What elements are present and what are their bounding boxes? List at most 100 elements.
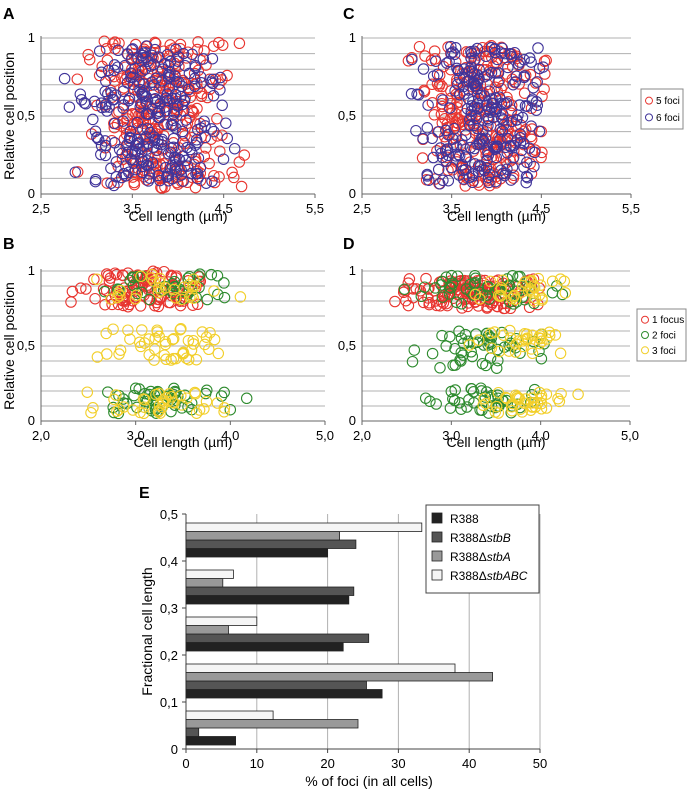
data-point	[546, 275, 559, 288]
data-point	[452, 148, 465, 161]
data-point	[473, 92, 485, 105]
legend-label-italic: stbABC	[487, 569, 528, 583]
y-axis-label: Relative cell position	[1, 52, 17, 180]
data-point	[153, 404, 165, 417]
bar	[185, 633, 370, 643]
data-point	[100, 98, 112, 110]
legend-marker	[645, 96, 653, 105]
data-point	[535, 352, 548, 365]
data-point	[109, 89, 122, 101]
bar	[185, 710, 274, 720]
data-point	[552, 392, 564, 405]
data-point	[483, 103, 495, 115]
y-tick-label: 0	[349, 186, 356, 201]
data-point	[66, 285, 79, 298]
data-point	[126, 271, 139, 283]
data-point	[467, 168, 479, 180]
data-point	[455, 332, 468, 344]
data-point	[159, 338, 172, 351]
legend-label: 5 foci	[656, 96, 680, 107]
data-point	[224, 403, 237, 416]
data-point	[89, 292, 101, 305]
data-point	[443, 55, 455, 68]
data-point	[448, 122, 460, 135]
data-point	[140, 159, 153, 171]
data-point	[91, 351, 104, 363]
data-point	[501, 273, 514, 285]
data-point	[481, 302, 493, 314]
data-point	[465, 61, 477, 73]
x-tick-label: 5,0	[621, 428, 639, 443]
data-point	[512, 335, 525, 347]
x-axis-label: % of foci (in all cells)	[305, 773, 433, 789]
data-point	[532, 42, 544, 54]
data-point	[426, 347, 439, 360]
data-point	[141, 143, 153, 155]
data-point	[199, 131, 211, 144]
data-point	[148, 79, 160, 91]
data-point	[507, 291, 520, 303]
y-tick-label: 0	[28, 413, 35, 428]
data-point	[533, 125, 546, 138]
data-point	[501, 91, 513, 104]
data-point	[121, 146, 134, 159]
data-point	[411, 88, 423, 100]
panel-label: A	[3, 6, 15, 23]
data-point	[212, 347, 225, 360]
data-point	[496, 125, 509, 137]
data-point	[494, 290, 506, 303]
data-point	[467, 293, 479, 306]
x-tick-label: 30	[391, 756, 405, 771]
data-point	[81, 386, 94, 398]
data-point	[463, 339, 476, 351]
data-point	[169, 292, 182, 304]
data-point	[526, 347, 539, 360]
legend-label: 6 foci	[656, 113, 680, 124]
data-point	[198, 45, 210, 57]
data-point	[531, 76, 543, 88]
data-point	[189, 388, 202, 400]
x-tick-label: 0	[182, 756, 189, 771]
data-point	[530, 104, 543, 116]
data-point	[150, 72, 162, 85]
data-point	[482, 69, 494, 81]
data-point	[475, 385, 488, 397]
data-point	[87, 113, 99, 126]
data-point	[459, 328, 472, 341]
data-point	[187, 334, 199, 347]
data-point	[118, 133, 131, 145]
data-point	[122, 94, 135, 107]
data-point	[518, 54, 530, 66]
data-point	[85, 406, 97, 419]
data-point	[467, 386, 480, 398]
data-point	[189, 139, 201, 151]
data-point	[536, 146, 548, 159]
data-point	[136, 65, 149, 77]
data-point	[431, 68, 444, 81]
data-point	[506, 292, 518, 305]
data-point	[191, 136, 203, 149]
data-point	[112, 44, 124, 57]
data-point	[125, 54, 138, 66]
data-point	[99, 85, 111, 98]
data-point	[445, 161, 458, 174]
x-axis-label: Cell length (µm)	[447, 208, 546, 224]
data-point	[218, 277, 230, 289]
data-point	[437, 94, 449, 106]
data-point	[483, 176, 495, 189]
data-point	[91, 273, 103, 285]
data-point	[477, 289, 489, 301]
data-point	[152, 286, 165, 299]
bar	[185, 531, 341, 541]
data-point	[558, 275, 571, 288]
data-point	[482, 329, 495, 342]
data-point	[463, 114, 476, 126]
data-point	[238, 149, 251, 161]
data-point	[471, 336, 483, 349]
data-point	[457, 337, 470, 350]
data-point	[158, 118, 170, 131]
data-point	[92, 133, 105, 146]
data-point	[87, 402, 99, 414]
data-point	[442, 174, 455, 187]
y-tick-label: 1	[349, 30, 356, 45]
